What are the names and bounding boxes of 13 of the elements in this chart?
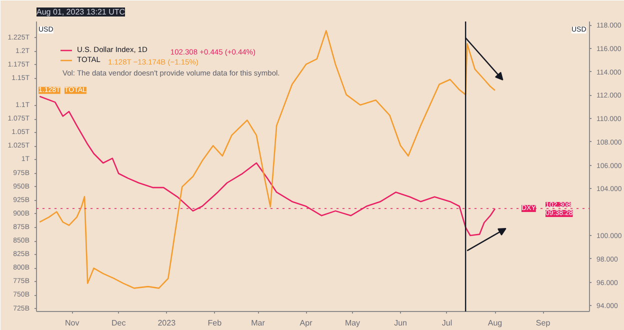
x-tick-label: Apr — [300, 318, 313, 328]
x-tick-label: May — [344, 318, 360, 328]
x-tick-label: Nov — [65, 318, 80, 328]
line-series — [38, 30, 496, 289]
x-tick-label: Dec — [111, 318, 126, 328]
x-tick-label: Sep — [536, 318, 551, 328]
x-tick-label: Mar — [251, 318, 266, 328]
x-tick-label: Jun — [394, 318, 407, 328]
x-tick-label: 2023 — [158, 318, 176, 328]
x-tick-label: Aug — [488, 318, 502, 328]
x-tick-label: Jul — [442, 318, 452, 328]
text: Aug 01, 2023 13:21 UTC — [36, 8, 126, 16]
x-tick-label: Feb — [208, 318, 222, 328]
